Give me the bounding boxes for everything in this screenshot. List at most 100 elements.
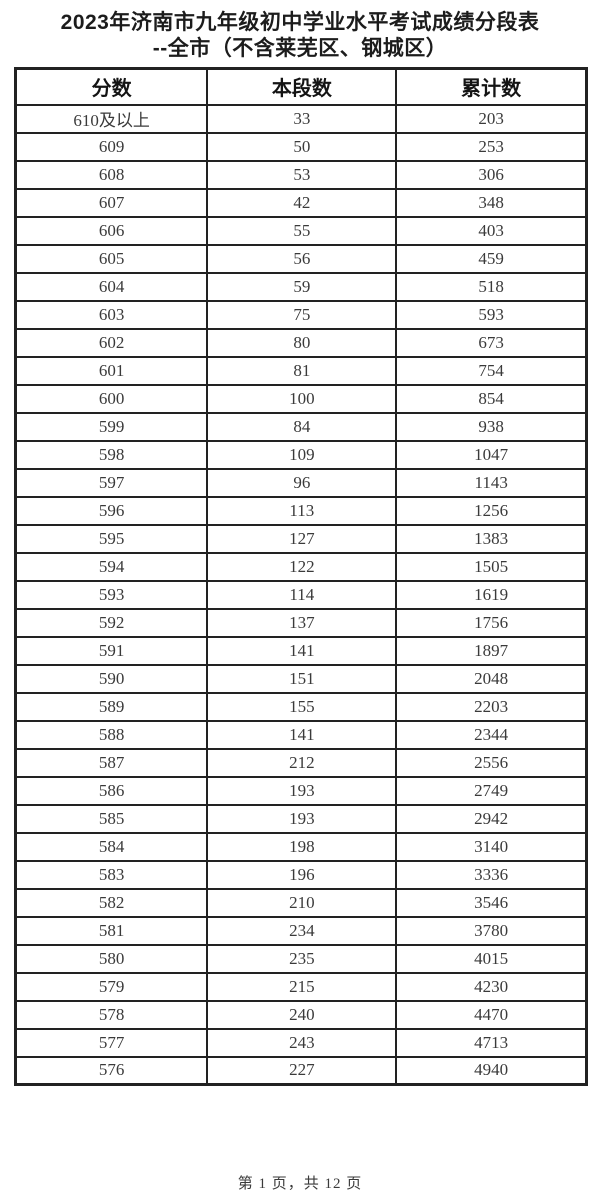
segment-count-cell: 80 — [206, 327, 398, 358]
table-row: 581 234 3780 — [14, 915, 588, 946]
table-row: 597 96 1143 — [14, 467, 588, 498]
score-cell: 609 — [14, 131, 209, 162]
segment-count-cell: 243 — [206, 1027, 398, 1058]
score-cell: 591 — [14, 635, 209, 666]
score-cell: 596 — [14, 495, 209, 526]
segment-count-cell: 234 — [206, 915, 398, 946]
cumulative-count-cell: 2942 — [395, 803, 588, 834]
cumulative-count-cell: 1897 — [395, 635, 588, 666]
segment-count-cell: 212 — [206, 747, 398, 778]
score-cell: 587 — [14, 747, 209, 778]
segment-count-cell: 33 — [206, 103, 398, 134]
score-cell: 589 — [14, 691, 209, 722]
cumulative-count-cell: 306 — [395, 159, 588, 190]
score-cell: 593 — [14, 579, 209, 610]
cumulative-count-cell: 1619 — [395, 579, 588, 610]
cumulative-count-cell: 4015 — [395, 943, 588, 974]
table-row: 596 113 1256 — [14, 495, 588, 526]
score-table-body: 610及以上 33 203 609 50 253 608 53 306 607 42 348 606 55… — [14, 103, 588, 1086]
cumulative-count-cell: 348 — [395, 187, 588, 218]
segment-count-cell: 215 — [206, 971, 398, 1002]
table-row: 583 196 3336 — [14, 859, 588, 890]
score-cell: 597 — [14, 467, 209, 498]
cumulative-count-cell: 1143 — [395, 467, 588, 498]
segment-count-cell: 235 — [206, 943, 398, 974]
segment-count-cell: 55 — [206, 215, 398, 246]
table-row: 580 235 4015 — [14, 943, 588, 974]
table-row: 599 84 938 — [14, 411, 588, 442]
score-cell: 584 — [14, 831, 209, 862]
score-cell: 577 — [14, 1027, 209, 1058]
table-row: 587 212 2556 — [14, 747, 588, 778]
cumulative-count-cell: 2556 — [395, 747, 588, 778]
table-row: 585 193 2942 — [14, 803, 588, 834]
table-row: 578 240 4470 — [14, 999, 588, 1030]
cumulative-count-cell: 518 — [395, 271, 588, 302]
score-cell: 576 — [14, 1055, 209, 1086]
segment-count-cell: 42 — [206, 187, 398, 218]
table-row: 609 50 253 — [14, 131, 588, 162]
segment-count-cell: 227 — [206, 1055, 398, 1086]
table-row: 604 59 518 — [14, 271, 588, 302]
score-cell: 605 — [14, 243, 209, 274]
score-cell: 594 — [14, 551, 209, 582]
cumulative-count-cell: 1756 — [395, 607, 588, 638]
score-cell: 601 — [14, 355, 209, 386]
segment-count-cell: 59 — [206, 271, 398, 302]
cumulative-count-cell: 854 — [395, 383, 588, 414]
table-row: 593 114 1619 — [14, 579, 588, 610]
table-row: 600 100 854 — [14, 383, 588, 414]
score-cell: 583 — [14, 859, 209, 890]
cumulative-count-cell: 754 — [395, 355, 588, 386]
cumulative-count-cell: 938 — [395, 411, 588, 442]
score-cell: 606 — [14, 215, 209, 246]
table-row: 589 155 2203 — [14, 691, 588, 722]
score-cell: 582 — [14, 887, 209, 918]
segment-count-cell: 53 — [206, 159, 398, 190]
cumulative-count-cell: 2203 — [395, 691, 588, 722]
segment-count-cell: 56 — [206, 243, 398, 274]
table-row: 576 227 4940 — [14, 1055, 588, 1086]
cumulative-count-cell: 459 — [395, 243, 588, 274]
score-cell: 610及以上 — [14, 103, 209, 134]
table-row: 584 198 3140 — [14, 831, 588, 862]
segment-count-cell: 81 — [206, 355, 398, 386]
segment-count-cell: 127 — [206, 523, 398, 554]
table-row: 607 42 348 — [14, 187, 588, 218]
table-row: 608 53 306 — [14, 159, 588, 190]
column-header-cumulative-count: 累计数 — [395, 67, 588, 106]
segment-count-cell: 193 — [206, 803, 398, 834]
segment-count-cell: 198 — [206, 831, 398, 862]
cumulative-count-cell: 3780 — [395, 915, 588, 946]
cumulative-count-cell: 1047 — [395, 439, 588, 470]
segment-count-cell: 210 — [206, 887, 398, 918]
table-row: 605 56 459 — [14, 243, 588, 274]
cumulative-count-cell: 2048 — [395, 663, 588, 694]
score-cell: 603 — [14, 299, 209, 330]
cumulative-count-cell: 3336 — [395, 859, 588, 890]
segment-count-cell: 151 — [206, 663, 398, 694]
score-cell: 588 — [14, 719, 209, 750]
cumulative-count-cell: 673 — [395, 327, 588, 358]
table-row: 577 243 4713 — [14, 1027, 588, 1058]
table-row: 598 109 1047 — [14, 439, 588, 470]
cumulative-count-cell: 3140 — [395, 831, 588, 862]
score-cell: 585 — [14, 803, 209, 834]
score-cell: 592 — [14, 607, 209, 638]
table-row: 606 55 403 — [14, 215, 588, 246]
segment-count-cell: 141 — [206, 719, 398, 750]
column-header-segment-count: 本段数 — [206, 67, 398, 106]
segment-count-cell: 196 — [206, 859, 398, 890]
segment-count-cell: 141 — [206, 635, 398, 666]
cumulative-count-cell: 403 — [395, 215, 588, 246]
score-cell: 579 — [14, 971, 209, 1002]
segment-count-cell: 100 — [206, 383, 398, 414]
cumulative-count-cell: 1256 — [395, 495, 588, 526]
segment-count-cell: 155 — [206, 691, 398, 722]
segment-count-cell: 114 — [206, 579, 398, 610]
score-cell: 581 — [14, 915, 209, 946]
table-row: 603 75 593 — [14, 299, 588, 330]
table-row: 601 81 754 — [14, 355, 588, 386]
table-row: 586 193 2749 — [14, 775, 588, 806]
